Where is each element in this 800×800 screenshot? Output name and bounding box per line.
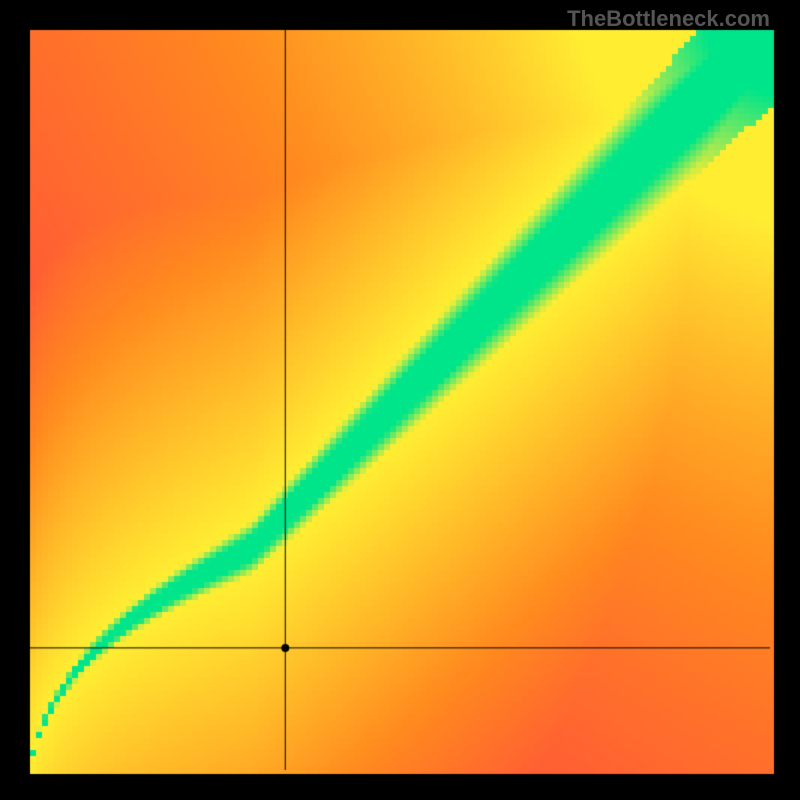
chart-container: TheBottleneck.com xyxy=(0,0,800,800)
watermark-label: TheBottleneck.com xyxy=(567,6,770,32)
heatmap-canvas xyxy=(0,0,800,800)
